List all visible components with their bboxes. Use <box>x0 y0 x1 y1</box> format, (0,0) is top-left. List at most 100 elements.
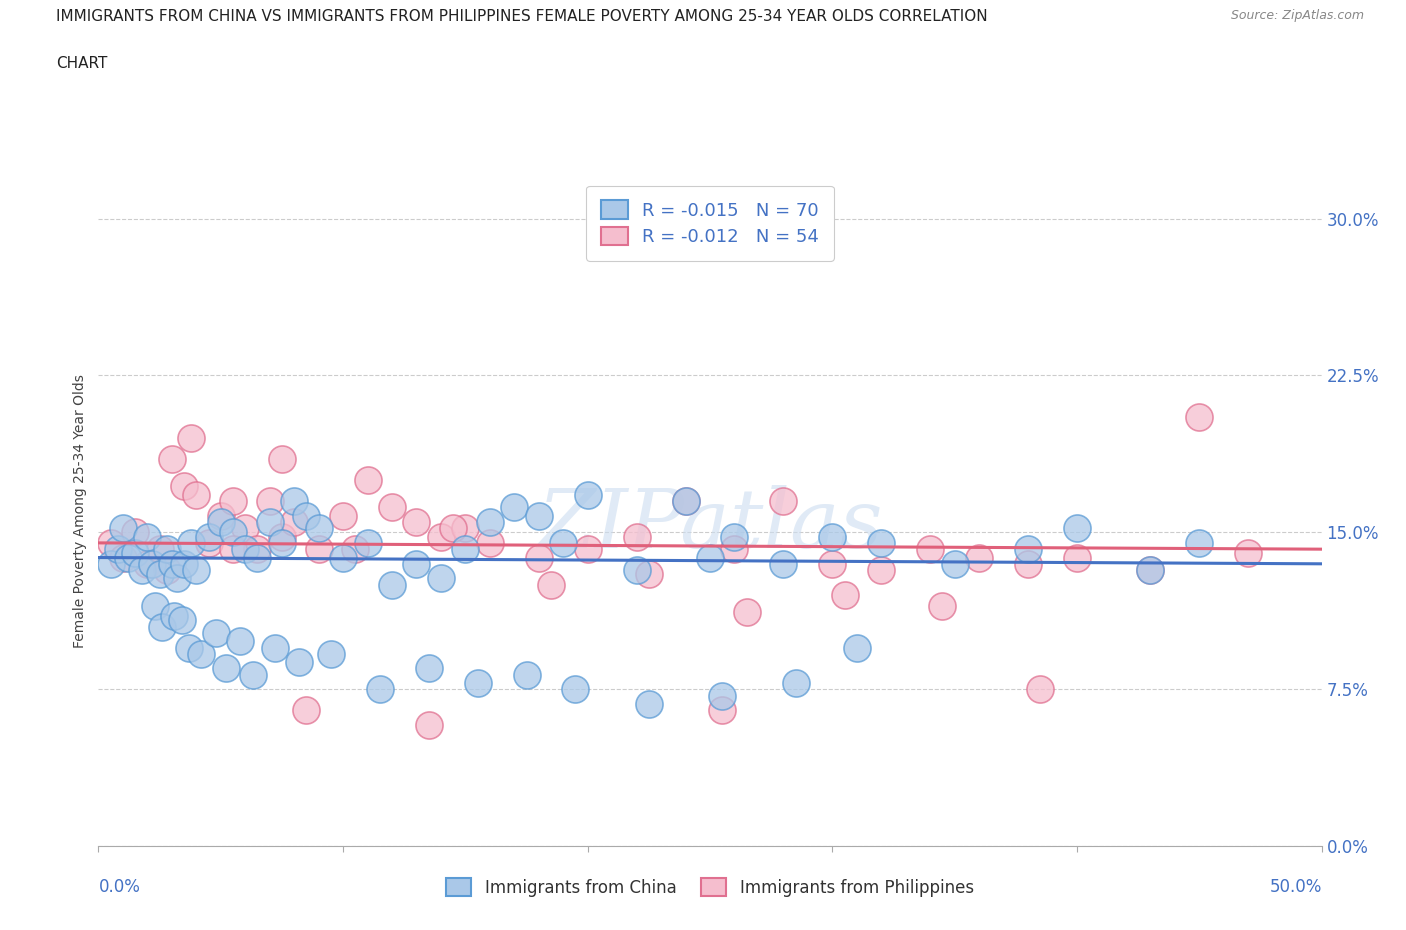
Point <box>288 655 311 670</box>
Point <box>111 521 134 536</box>
Point <box>967 551 990 565</box>
Point <box>283 514 305 529</box>
Point <box>263 640 285 655</box>
Point <box>1139 563 1161 578</box>
Point <box>821 556 844 571</box>
Point <box>870 563 893 578</box>
Point <box>931 598 953 613</box>
Point <box>785 675 807 690</box>
Point <box>124 525 146 540</box>
Text: 50.0%: 50.0% <box>1270 878 1322 896</box>
Point <box>242 668 264 683</box>
Point <box>209 509 232 524</box>
Text: 0.0%: 0.0% <box>98 878 141 896</box>
Point <box>637 567 661 582</box>
Point <box>478 514 501 529</box>
Point <box>564 682 586 697</box>
Point <box>356 536 378 551</box>
Point <box>920 541 942 556</box>
Point <box>527 509 550 524</box>
Point <box>156 541 179 556</box>
Point <box>1066 551 1088 565</box>
Point <box>136 529 159 544</box>
Point <box>675 494 697 509</box>
Point <box>332 509 354 524</box>
Point <box>308 541 330 556</box>
Point <box>723 541 745 556</box>
Point <box>124 546 146 561</box>
Point <box>149 567 172 582</box>
Point <box>540 578 562 592</box>
Point <box>1017 541 1039 556</box>
Point <box>772 494 794 509</box>
Point <box>150 619 173 634</box>
Point <box>711 688 734 703</box>
Point <box>1017 556 1039 571</box>
Legend: Immigrants from China, Immigrants from Philippines: Immigrants from China, Immigrants from P… <box>437 870 983 905</box>
Point <box>270 536 294 551</box>
Point <box>205 626 228 641</box>
Point <box>723 529 745 544</box>
Point <box>332 551 354 565</box>
Point <box>170 613 193 628</box>
Point <box>319 646 342 661</box>
Point <box>270 529 294 544</box>
Point <box>405 514 427 529</box>
Point <box>222 525 245 540</box>
Point <box>173 556 195 571</box>
Point <box>675 494 697 509</box>
Point <box>454 521 477 536</box>
Point <box>711 703 734 718</box>
Point <box>246 541 269 556</box>
Point <box>430 529 453 544</box>
Point <box>699 551 721 565</box>
Text: ZIPatlas: ZIPatlas <box>537 485 883 565</box>
Point <box>222 541 245 556</box>
Point <box>1139 563 1161 578</box>
Point <box>845 640 868 655</box>
Point <box>111 551 134 565</box>
Point <box>180 431 202 445</box>
Point <box>100 536 122 551</box>
Point <box>160 452 183 467</box>
Point <box>156 563 179 578</box>
Point <box>430 571 453 586</box>
Point <box>368 682 391 697</box>
Point <box>943 556 966 571</box>
Point <box>160 556 183 571</box>
Point <box>283 494 305 509</box>
Point <box>197 536 219 551</box>
Point <box>478 536 501 551</box>
Point <box>177 640 200 655</box>
Point <box>1237 546 1260 561</box>
Point <box>1066 521 1088 536</box>
Point <box>233 541 256 556</box>
Point <box>136 556 159 571</box>
Point <box>834 588 856 603</box>
Point <box>214 661 236 676</box>
Point <box>405 556 427 571</box>
Point <box>143 598 166 613</box>
Point <box>197 529 219 544</box>
Point <box>1029 682 1052 697</box>
Point <box>229 634 252 649</box>
Point <box>735 604 758 619</box>
Point <box>107 541 129 556</box>
Point <box>222 494 245 509</box>
Point <box>381 578 404 592</box>
Point <box>576 487 599 502</box>
Point <box>356 472 378 487</box>
Point <box>467 675 489 690</box>
Point <box>503 500 526 515</box>
Point <box>149 541 172 556</box>
Point <box>141 556 163 571</box>
Point <box>246 551 269 565</box>
Point <box>100 556 122 571</box>
Point <box>233 521 256 536</box>
Point <box>418 718 440 733</box>
Point <box>173 479 195 494</box>
Point <box>190 646 212 661</box>
Point <box>626 563 648 578</box>
Point <box>259 514 281 529</box>
Point <box>295 703 318 718</box>
